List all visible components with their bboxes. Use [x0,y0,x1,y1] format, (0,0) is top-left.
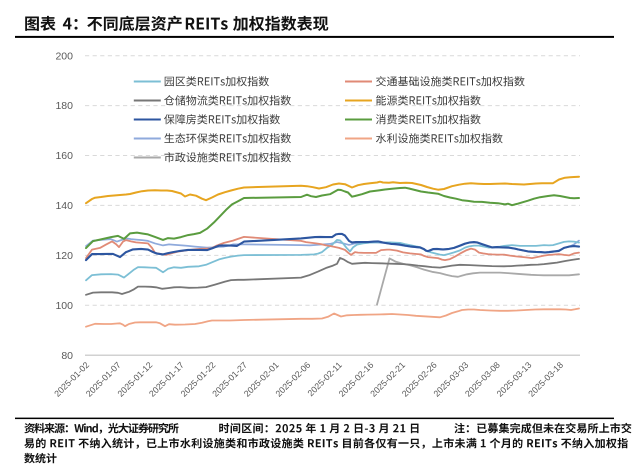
svg-text:100: 100 [55,300,73,312]
svg-text:80: 80 [61,350,73,362]
svg-text:180: 180 [55,100,73,112]
svg-text:200: 200 [55,50,73,62]
svg-text:160: 160 [55,150,73,162]
svg-text:140: 140 [55,200,73,212]
svg-text:120: 120 [55,250,73,262]
